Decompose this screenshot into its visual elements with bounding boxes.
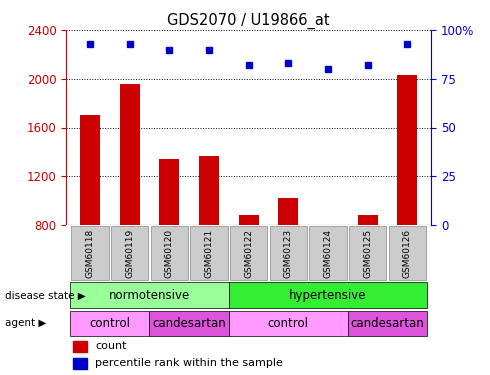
Text: GSM60124: GSM60124 [323, 229, 333, 278]
Bar [230, 226, 268, 280]
Bar [349, 226, 386, 280]
Text: GSM60118: GSM60118 [85, 228, 95, 278]
Bar [70, 282, 229, 308]
Bar [159, 159, 179, 225]
Text: control: control [89, 317, 130, 330]
Bar [270, 226, 307, 280]
Text: GSM60121: GSM60121 [204, 228, 214, 278]
Bar [389, 226, 426, 280]
Bar [348, 310, 427, 336]
Text: candesartan: candesartan [152, 317, 226, 330]
Bar [80, 116, 100, 225]
Text: GSM60120: GSM60120 [165, 228, 174, 278]
Text: GSM60125: GSM60125 [363, 228, 372, 278]
Bar [309, 226, 347, 280]
Text: candesartan: candesartan [351, 317, 424, 330]
Bar [229, 310, 348, 336]
Bar [239, 215, 259, 225]
Text: disease state ▶: disease state ▶ [5, 290, 86, 300]
Bar [397, 75, 417, 225]
Text: control: control [268, 317, 309, 330]
Bar [74, 358, 87, 369]
Text: count: count [96, 341, 127, 351]
Title: GDS2070 / U19866_at: GDS2070 / U19866_at [168, 12, 330, 28]
Bar [120, 84, 140, 225]
Text: hypertensive: hypertensive [289, 289, 367, 302]
Text: GSM60122: GSM60122 [244, 229, 253, 278]
Bar [199, 156, 219, 225]
Bar [72, 226, 109, 280]
Bar [318, 225, 338, 230]
Bar [111, 226, 148, 280]
Text: agent ▶: agent ▶ [5, 318, 46, 328]
Bar [190, 226, 228, 280]
Bar [74, 341, 87, 352]
Bar [70, 310, 149, 336]
Bar [229, 282, 427, 308]
Text: GSM60123: GSM60123 [284, 228, 293, 278]
Bar [278, 198, 298, 225]
Bar [358, 215, 378, 225]
Bar [150, 226, 188, 280]
Bar [149, 310, 229, 336]
Text: GSM60126: GSM60126 [403, 228, 412, 278]
Text: percentile rank within the sample: percentile rank within the sample [96, 358, 283, 368]
Text: normotensive: normotensive [109, 289, 190, 302]
Text: GSM60119: GSM60119 [125, 228, 134, 278]
